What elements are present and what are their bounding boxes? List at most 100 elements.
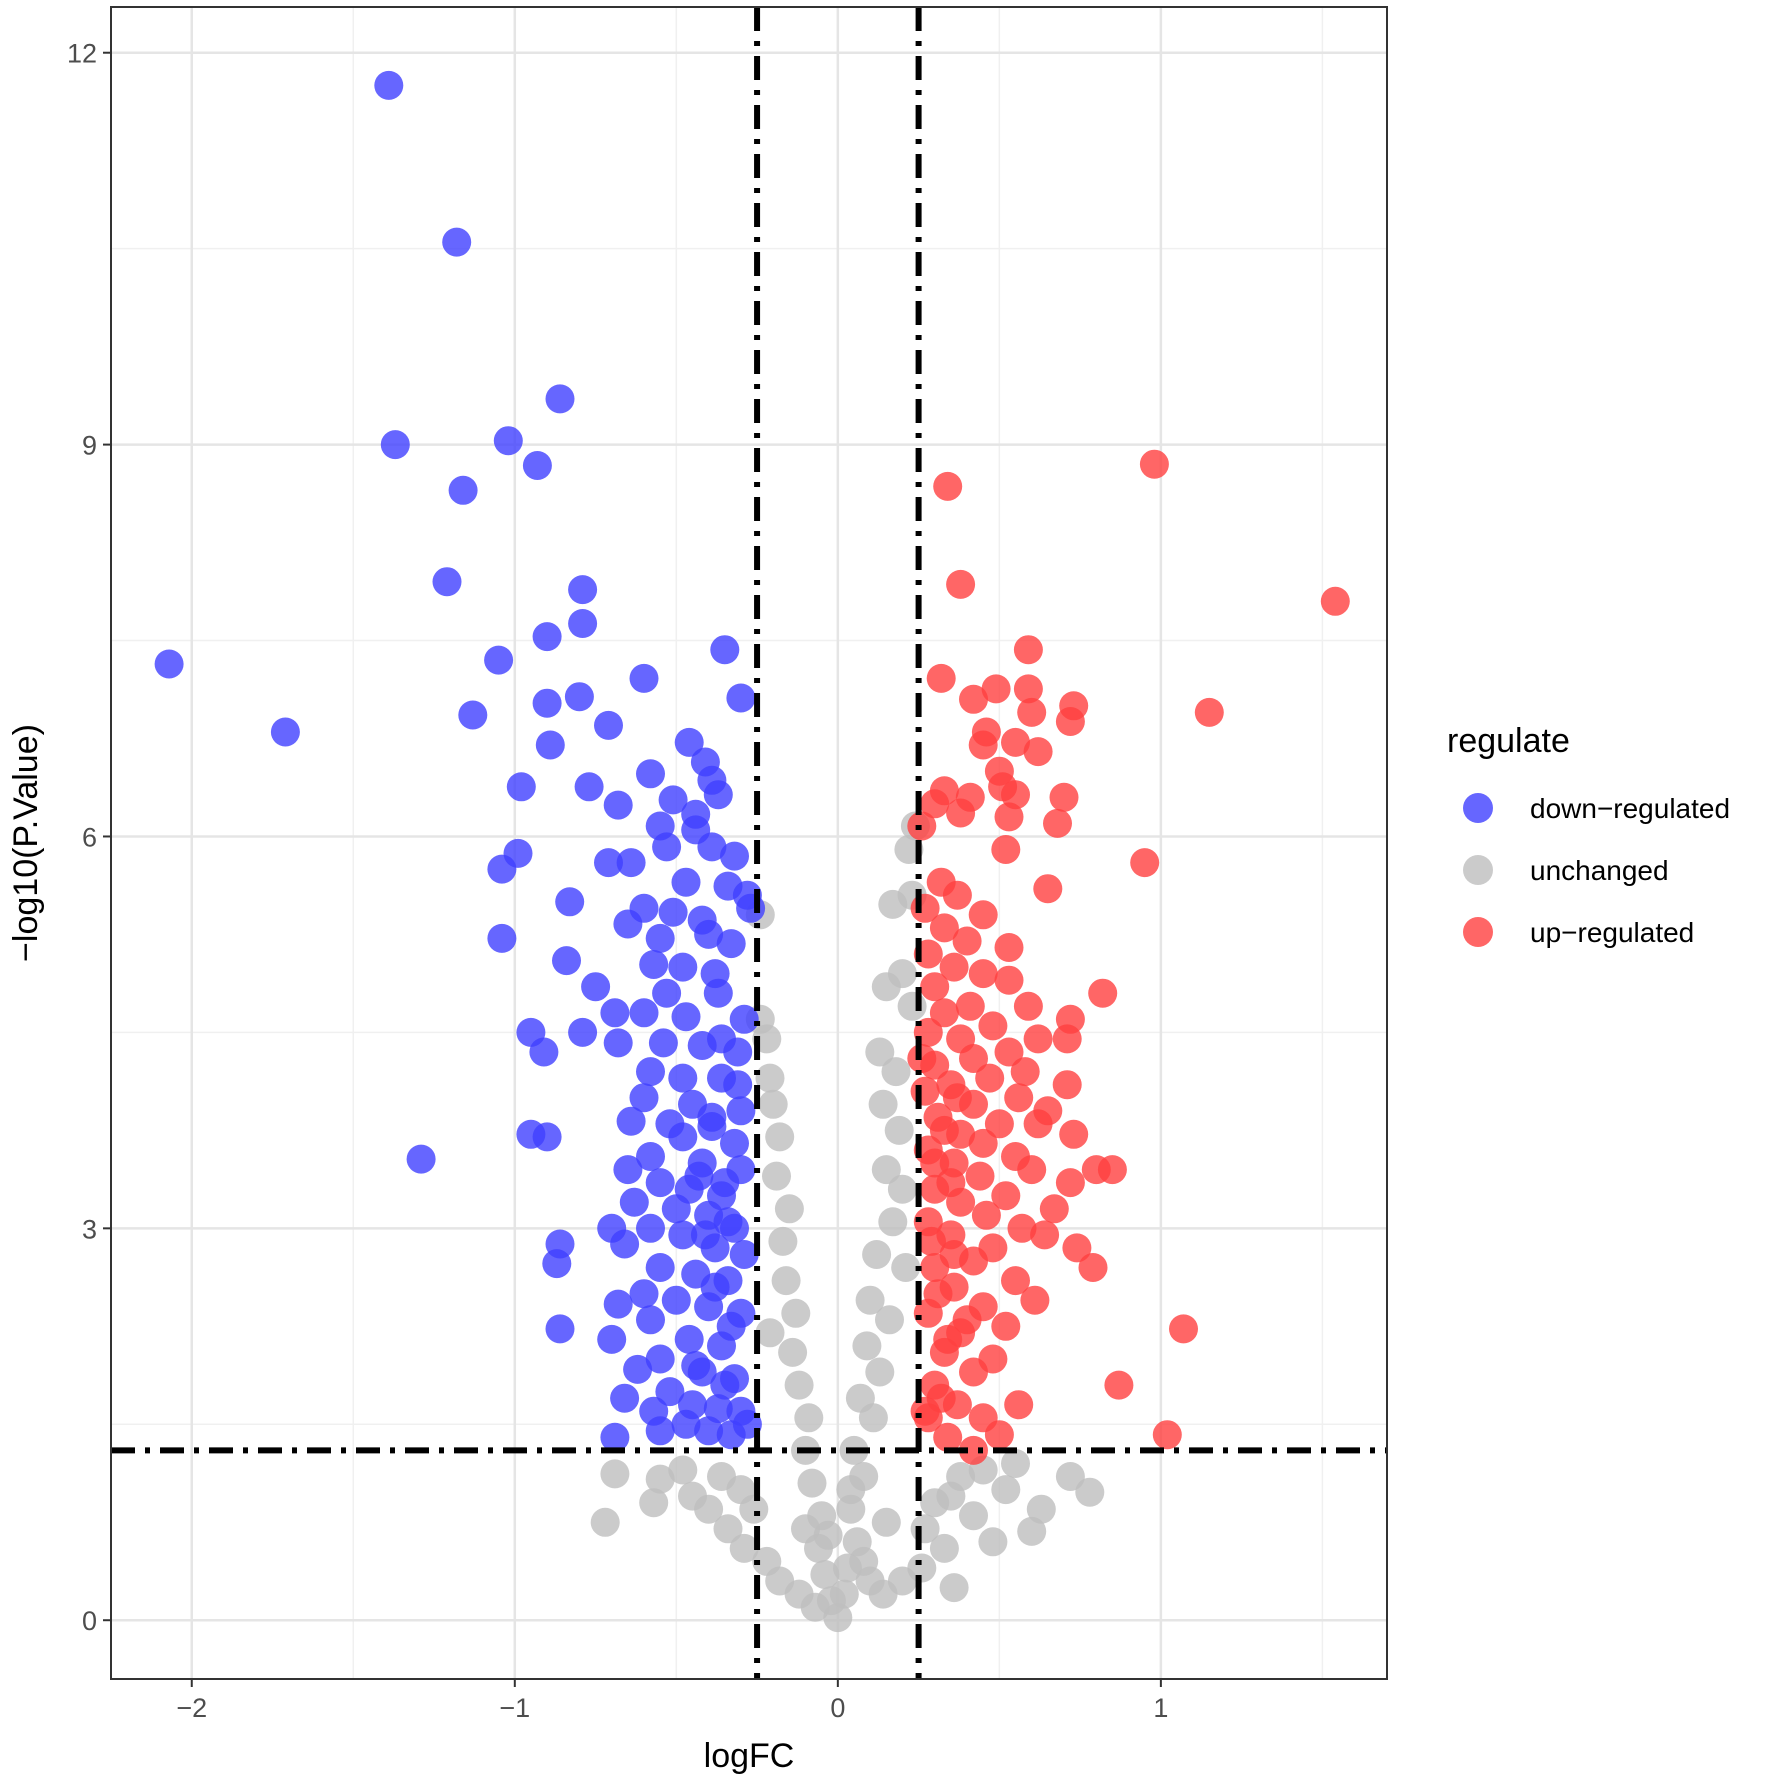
point-unchanged — [929, 1533, 959, 1563]
point-up — [939, 1240, 969, 1269]
point-up — [984, 1109, 1014, 1139]
point-up — [942, 1083, 972, 1113]
point-down — [700, 1272, 730, 1302]
point-unchanged — [791, 1514, 820, 1544]
point-unchanged — [878, 1207, 908, 1237]
point-unchanged — [797, 1468, 827, 1498]
point-unchanged — [774, 1194, 804, 1224]
point-unchanged — [768, 1226, 798, 1256]
point-down — [619, 1187, 649, 1217]
point-up — [1088, 978, 1118, 1008]
point-up — [1078, 1253, 1108, 1282]
point-up — [920, 972, 950, 1002]
point-up — [1010, 1057, 1040, 1087]
legend-label-unchanged: unchanged — [1530, 855, 1669, 886]
point-up — [994, 965, 1024, 995]
y-axis-title: −log10(P.Value) — [7, 724, 45, 962]
point-up — [955, 991, 985, 1021]
point-down — [458, 700, 488, 730]
point-up — [1055, 1168, 1085, 1198]
point-down — [600, 998, 630, 1028]
x-axis-title: logFC — [704, 1737, 795, 1775]
point-up — [1030, 1220, 1060, 1250]
point-down — [380, 430, 410, 460]
point-up — [1059, 1119, 1089, 1149]
point-down — [681, 1351, 711, 1380]
point-unchanged — [794, 1403, 824, 1433]
point-unchanged — [1001, 1449, 1030, 1478]
data-points — [154, 70, 1350, 1633]
point-down — [532, 1122, 562, 1152]
point-up — [1013, 674, 1043, 704]
point-up — [1023, 1109, 1053, 1139]
point-down — [636, 1305, 665, 1335]
point-down — [716, 929, 746, 959]
point-down — [542, 1249, 572, 1279]
x-tick-label: −1 — [499, 1693, 530, 1723]
point-down — [713, 1207, 743, 1237]
point-unchanged — [871, 1155, 901, 1185]
legend-key-up-regulated — [1463, 917, 1493, 947]
point-down — [600, 1422, 630, 1452]
point-down — [603, 1289, 633, 1319]
point-down — [545, 384, 575, 414]
point-down — [710, 635, 740, 665]
point-unchanged — [707, 1462, 736, 1491]
point-down — [645, 1416, 675, 1446]
point-up — [1020, 1285, 1050, 1315]
point-up — [959, 684, 988, 714]
point-up — [994, 802, 1024, 832]
point-unchanged — [810, 1560, 840, 1589]
point-unchanged — [865, 1037, 895, 1067]
point-down — [487, 854, 517, 884]
point-down — [703, 1394, 733, 1424]
point-up — [975, 1063, 1005, 1093]
point-up — [907, 811, 937, 841]
point-up — [968, 900, 998, 930]
point-unchanged — [784, 1370, 814, 1400]
point-unchanged — [887, 1174, 917, 1204]
point-unchanged — [849, 1546, 879, 1576]
point-down — [671, 1002, 701, 1032]
point-down — [690, 1220, 720, 1250]
legend-key-unchanged — [1463, 855, 1493, 885]
point-down — [532, 688, 562, 718]
point-unchanged — [762, 1161, 791, 1191]
point-up — [1007, 1213, 1037, 1243]
y-tick-label: 9 — [82, 431, 97, 461]
point-down — [658, 785, 688, 815]
legend: regulate down−regulated unchanged up−reg… — [1447, 722, 1730, 948]
point-up — [1052, 1024, 1082, 1054]
point-down — [603, 790, 633, 820]
point-up — [1039, 1194, 1069, 1224]
point-down — [610, 1383, 640, 1413]
point-up — [1049, 782, 1079, 812]
point-unchanged — [645, 1464, 675, 1494]
point-down — [568, 1017, 598, 1047]
point-down — [668, 952, 698, 982]
point-unchanged — [836, 1475, 866, 1505]
point-unchanged — [1017, 1516, 1047, 1546]
point-unchanged — [600, 1459, 630, 1489]
point-up — [1043, 808, 1072, 838]
point-up — [942, 880, 972, 910]
point-unchanged — [855, 1285, 885, 1315]
point-unchanged — [939, 1573, 969, 1603]
point-up — [991, 835, 1021, 864]
point-down — [729, 1240, 759, 1269]
point-down — [723, 1070, 753, 1100]
point-unchanged — [781, 1298, 811, 1328]
point-unchanged — [978, 1527, 1008, 1557]
point-unchanged — [875, 1305, 904, 1335]
legend-label-down-regulated: down−regulated — [1530, 793, 1730, 824]
threshold-lines — [111, 7, 1387, 1679]
point-unchanged — [858, 1403, 888, 1433]
point-up — [1097, 1155, 1127, 1185]
point-down — [707, 1024, 736, 1054]
point-unchanged — [871, 1507, 901, 1537]
point-down — [736, 893, 766, 923]
point-unchanged — [884, 1115, 914, 1145]
point-up — [1023, 737, 1053, 767]
point-up — [968, 959, 998, 989]
point-down — [710, 1168, 740, 1198]
